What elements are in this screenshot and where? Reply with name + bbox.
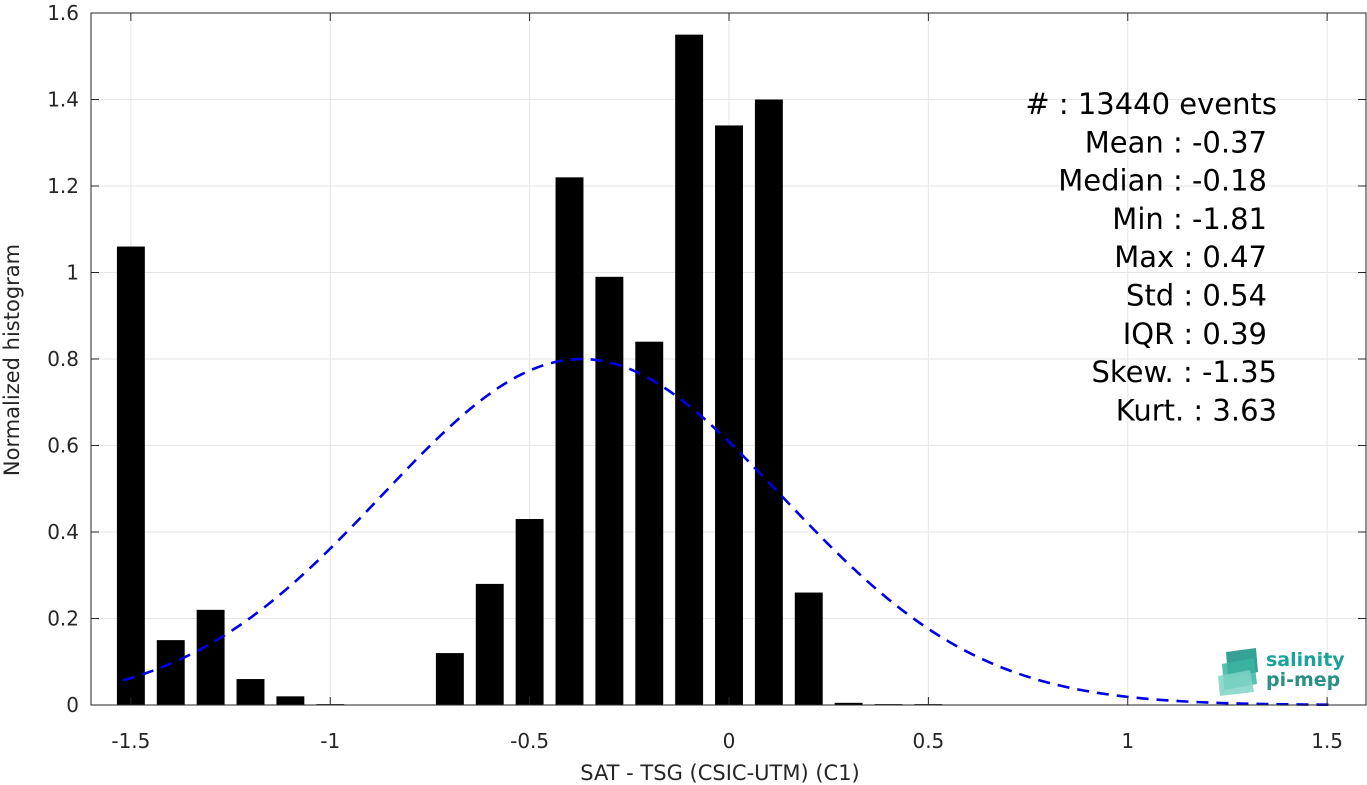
stat-line-6: IQR : 0.39 xyxy=(1123,317,1267,351)
y-tick-label-4: 0.8 xyxy=(47,347,79,371)
histogram-bar-0 xyxy=(116,246,145,706)
x-tick-label-2: -0.5 xyxy=(510,729,549,753)
histogram-bar-4 xyxy=(276,696,305,705)
histogram-bar-15 xyxy=(715,125,743,705)
histogram-bar-9 xyxy=(475,583,504,705)
y-tick-label-5: 1 xyxy=(66,261,79,285)
histogram-bars xyxy=(116,34,943,706)
x-tick-label-5: 1 xyxy=(1121,729,1134,753)
stat-line-4: Max : 0.47 xyxy=(1114,240,1267,274)
histogram-bar-14 xyxy=(675,34,704,705)
stat-line-0: # : 13440 events xyxy=(1025,87,1277,121)
y-axis-label: Normalized histogram xyxy=(0,244,24,476)
histogram-bar-18 xyxy=(834,702,863,705)
x-tick-label-6: 1.5 xyxy=(1311,729,1343,753)
x-tick-label-0: -1.5 xyxy=(111,729,150,753)
x-tick-label-1: -1 xyxy=(320,729,340,753)
x-tick-label-3: 0 xyxy=(723,729,736,753)
stat-line-5: Std : 0.54 xyxy=(1126,279,1267,313)
stat-line-2: Median : -0.18 xyxy=(1058,164,1267,198)
stat-line-3: Min : -1.81 xyxy=(1112,202,1267,236)
stat-line-7: Skew. : -1.35 xyxy=(1091,355,1277,389)
histogram-bar-17 xyxy=(794,592,823,705)
statistics-box: # : 13440 events Mean : -0.37 Median : -0.… xyxy=(1025,87,1277,427)
histogram-bar-1 xyxy=(156,640,185,705)
y-tick-label-7: 1.4 xyxy=(47,88,79,112)
stat-line-8: Kurt. : 3.63 xyxy=(1116,393,1277,427)
x-tick-labels: -1.5 -1 -0.5 0 0.5 1 1.5 xyxy=(111,729,1343,753)
y-tick-label-1: 0.2 xyxy=(47,607,79,631)
y-tick-label-2: 0.4 xyxy=(47,520,79,544)
histogram-bar-13 xyxy=(635,341,664,705)
axis-ticks xyxy=(91,12,1366,706)
y-tick-label-6: 1.2 xyxy=(47,174,79,198)
gaussian-fit-curve xyxy=(122,357,1336,707)
histogram-bar-12 xyxy=(595,276,624,705)
logo-text-salinity: salinity xyxy=(1266,649,1345,671)
histogram-bar-3 xyxy=(236,679,265,705)
histogram-bar-11 xyxy=(555,177,584,706)
wave-logo-icon xyxy=(1218,648,1258,696)
histogram-bar-10 xyxy=(515,519,544,705)
histogram-bar-8 xyxy=(435,653,464,705)
logo-text-pi-mep: pi-mep xyxy=(1266,669,1340,691)
y-tick-labels: 0 0.2 0.4 0.6 0.8 1 1.2 1.4 1.6 xyxy=(47,1,79,717)
x-tick-label-4: 0.5 xyxy=(912,729,944,753)
stat-line-1: Mean : -0.37 xyxy=(1085,125,1267,159)
histogram-bar-2 xyxy=(196,609,225,705)
y-tick-label-8: 1.6 xyxy=(47,1,79,25)
x-axis-label: SAT - TSG (CSIC-UTM) (C1) xyxy=(580,761,860,785)
histogram-bar-16 xyxy=(754,99,783,705)
y-tick-label-3: 0.6 xyxy=(47,434,79,458)
salinity-pi-mep-logo: salinity pi-mep xyxy=(1218,648,1345,696)
y-tick-label-0: 0 xyxy=(66,693,79,717)
